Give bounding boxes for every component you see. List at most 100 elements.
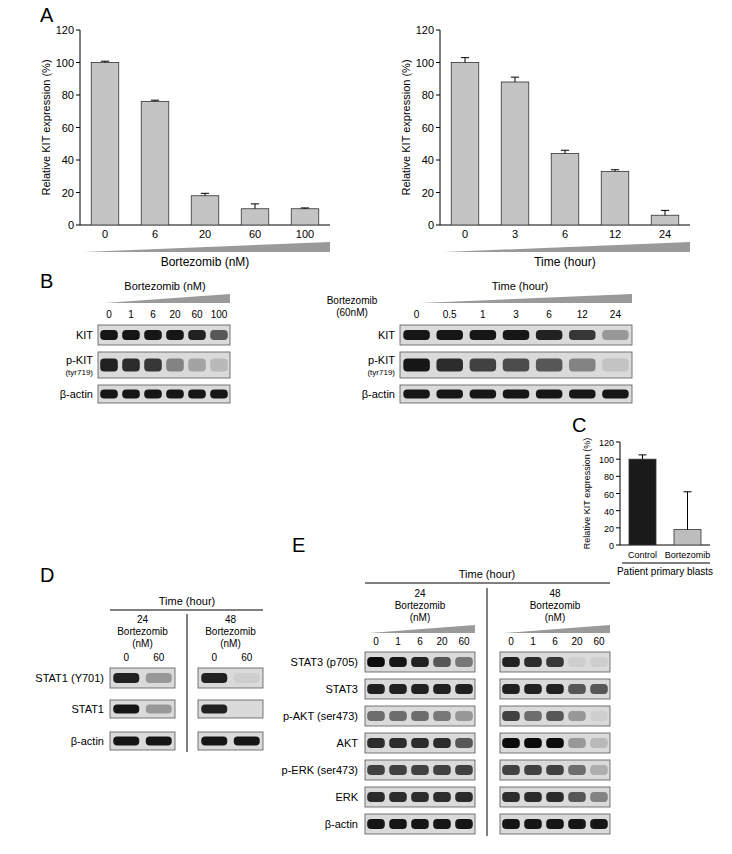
blot-rows: KITp-KIT(tyr719)β-actin <box>60 325 230 403</box>
band <box>113 673 139 683</box>
row-label: p-KIT <box>368 354 395 366</box>
bar-chart: 020406080100120062060100Relative KIT exp… <box>40 24 330 269</box>
band <box>568 819 586 829</box>
error-cap <box>461 57 469 58</box>
panel-label: C <box>572 414 586 436</box>
lane-label: 20 <box>571 636 583 647</box>
lane-label: 0 <box>123 652 129 663</box>
bar-chart: 0204060801001200361224Relative KIT expre… <box>400 24 690 269</box>
band <box>568 738 586 748</box>
blot-header: Bortezomib (nM)0162060100 <box>105 280 230 320</box>
blot-strip <box>500 679 610 699</box>
gradient-wedge <box>105 294 230 303</box>
x-tick-label: 12 <box>609 228 621 240</box>
lane-label: 24 <box>610 309 622 320</box>
band <box>436 330 463 340</box>
y-tick-label: 40 <box>62 154 74 166</box>
blot-strip <box>198 700 263 718</box>
band <box>503 390 530 399</box>
x-tick-label: 0 <box>462 228 468 240</box>
row-sublabel: (tyr719) <box>367 368 395 377</box>
blot-strip <box>365 814 475 834</box>
y-tick-label: 100 <box>599 455 614 465</box>
y-tick <box>616 476 620 477</box>
band <box>113 737 139 746</box>
row-sublabel: (tyr719) <box>65 368 93 377</box>
error-bar <box>561 150 569 153</box>
row-label: β-actin <box>71 735 104 747</box>
band <box>546 657 564 667</box>
figure: ABCDE020406080100120062060100Relative KI… <box>0 0 732 854</box>
blot-strip <box>500 706 610 726</box>
lane-label: 60 <box>241 652 253 663</box>
band <box>455 765 473 775</box>
error-cap <box>638 454 646 455</box>
lane-label: 6 <box>150 309 156 320</box>
band <box>569 359 596 372</box>
blot-rows: KITp-KIT(tyr719)β-actin <box>362 325 632 403</box>
lane-label: 0 <box>414 309 420 320</box>
condition-label: (nM) <box>545 612 566 623</box>
y-tick <box>436 95 440 96</box>
error-cap <box>611 169 619 170</box>
lane-label: 1 <box>128 309 134 320</box>
band <box>455 657 473 667</box>
band <box>144 359 162 372</box>
y-tick-label: 80 <box>422 89 434 101</box>
error-bar <box>101 61 109 62</box>
band <box>411 738 429 748</box>
band <box>524 738 542 748</box>
lane-label: 0 <box>106 309 112 320</box>
y-tick <box>76 225 80 226</box>
band <box>201 705 227 714</box>
band <box>503 359 530 372</box>
error-bar <box>461 58 469 63</box>
band <box>234 705 260 714</box>
y-tick-label: 0 <box>609 541 614 551</box>
band <box>389 765 407 775</box>
lane-label: 1 <box>395 636 401 647</box>
blot-strip <box>400 325 632 345</box>
band <box>411 711 429 721</box>
band <box>455 711 473 721</box>
lane-label: 6 <box>552 636 558 647</box>
band <box>436 390 463 399</box>
x-tick-label: 6 <box>152 228 158 240</box>
row-label: β-actin <box>60 388 93 400</box>
gradient-wedge <box>444 242 690 252</box>
band <box>367 738 385 748</box>
band <box>502 792 520 802</box>
band <box>201 737 227 746</box>
y-tick-label: 20 <box>604 524 614 534</box>
y-tick <box>436 127 440 128</box>
error-stem <box>642 455 643 459</box>
band <box>524 792 542 802</box>
y-tick <box>76 62 80 63</box>
x-tick-label: 6 <box>562 228 568 240</box>
blot-strip <box>500 760 610 780</box>
blot-strip <box>198 732 263 750</box>
band <box>122 330 140 340</box>
blot-strip <box>500 733 610 753</box>
condition-label: (nM) <box>220 638 241 649</box>
band <box>403 330 430 340</box>
band <box>455 684 473 694</box>
y-tick <box>616 493 620 494</box>
bar <box>451 63 479 226</box>
lane-label: 3 <box>513 309 519 320</box>
band <box>403 390 430 399</box>
error-stem <box>465 58 466 63</box>
lane-label: 0.5 <box>443 309 457 320</box>
error-stem <box>665 210 666 215</box>
band <box>568 765 586 775</box>
group-time: 48 <box>225 614 237 625</box>
x-tick-label: Control <box>628 550 657 560</box>
y-tick-label: 60 <box>422 122 434 134</box>
condition-label: Bortezomib <box>530 600 581 611</box>
row-label: STAT1 <box>71 703 104 715</box>
blot-strip <box>500 787 610 807</box>
band <box>546 819 564 829</box>
blot-title: Time (hour) <box>159 595 215 607</box>
y-tick-label: 40 <box>422 154 434 166</box>
panel-label: A <box>40 4 54 26</box>
